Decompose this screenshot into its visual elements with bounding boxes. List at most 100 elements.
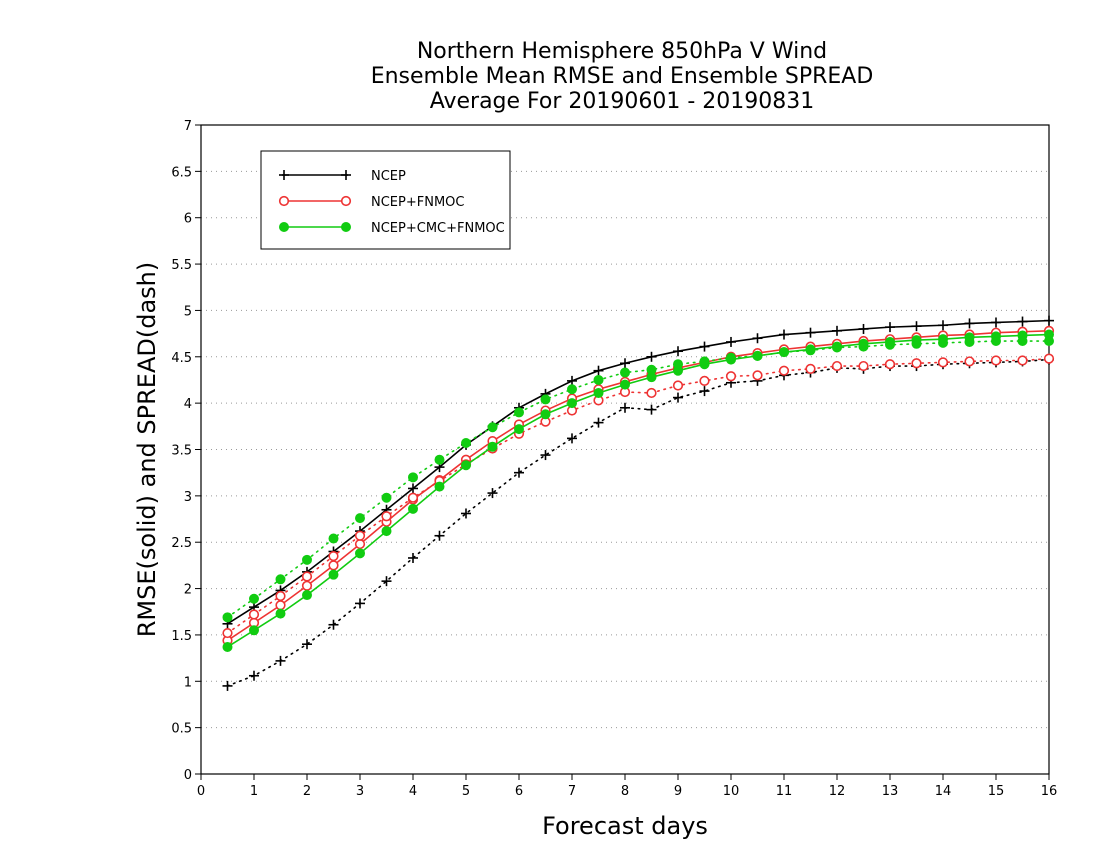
rmse-point-ncep-cmc-fnmoc [328, 569, 339, 580]
spread-point-ncep-fnmoc [646, 387, 657, 399]
spread-point-ncep-fnmoc [911, 358, 922, 369]
chart-title-line: Ensemble Mean RMSE and Ensemble SPREAD [371, 64, 874, 89]
rmse-point-ncep [779, 329, 789, 340]
x-tick-label: 7 [568, 784, 576, 799]
y-tick-label: 2 [184, 583, 192, 598]
spread-point-ncep [646, 404, 657, 415]
spread-point-ncep-cmc-fnmoc [275, 574, 286, 585]
spread-point-ncep-fnmoc [275, 590, 286, 602]
spread-point-ncep-cmc-fnmoc [408, 472, 418, 483]
spread-point-ncep-cmc-fnmoc [302, 554, 312, 565]
x-tick-label: 9 [674, 784, 682, 799]
spread-line-ncep-cmc-fnmoc [226, 340, 1050, 619]
rmse-point-ncep [885, 322, 895, 333]
legend-label: NCEP+FNMOC [371, 195, 464, 210]
spread-point-ncep-cmc-fnmoc [355, 513, 365, 524]
spread-point-ncep-cmc-fnmoc [461, 438, 471, 449]
legend-label: NCEP+CMC+FNMOC [371, 221, 505, 236]
rmse-point-ncep-cmc-fnmoc [381, 526, 392, 537]
spread-point-ncep-cmc-fnmoc [699, 356, 710, 367]
spread-point-ncep-fnmoc [407, 492, 419, 503]
y-tick-label: 0 [184, 768, 192, 783]
rmse-point-ncep [858, 323, 869, 334]
spread-line-ncep-fnmoc [226, 357, 1050, 634]
spread-point-ncep-fnmoc [248, 609, 260, 620]
spread-point-ncep [275, 655, 286, 666]
spread-point-ncep-cmc-fnmoc [991, 336, 1001, 347]
spread-point-ncep [593, 417, 604, 428]
grid-lines [201, 170, 1049, 729]
chart-title-line: Northern Hemisphere 850hPa V Wind [417, 39, 827, 64]
spread-point-ncep-cmc-fnmoc [911, 338, 922, 349]
x-axis-label: Forecast days [542, 812, 708, 840]
rmse-point-ncep [964, 318, 975, 329]
spread-point-ncep [620, 402, 630, 413]
spread-point-ncep-fnmoc [858, 360, 869, 372]
rmse-point-ncep [1017, 316, 1028, 327]
rmse-point-ncep [646, 351, 657, 362]
spread-point-ncep-fnmoc [381, 511, 392, 522]
spread-line-ncep [226, 358, 1050, 687]
rmse-point-ncep-fnmoc [354, 538, 366, 550]
rmse-point-ncep [805, 327, 816, 338]
y-tick-label: 3 [184, 490, 192, 505]
y-axis-label: RMSE(solid) and SPREAD(dash) [133, 262, 161, 638]
rmse-point-ncep [620, 358, 630, 369]
chart-title: Northern Hemisphere 850hPa V WindEnsembl… [371, 39, 874, 114]
rmse-point-ncep [911, 321, 922, 332]
x-tick-label: 16 [1041, 784, 1058, 799]
y-tick-label: 7 [184, 119, 192, 134]
rmse-point-ncep-cmc-fnmoc [222, 641, 233, 652]
legend-marker [341, 170, 351, 180]
rmse-point-ncep-fnmoc [328, 560, 339, 571]
rmse-point-ncep-cmc-fnmoc [487, 441, 498, 452]
spread-point-ncep-cmc-fnmoc [328, 533, 339, 544]
spread-point-ncep-cmc-fnmoc [832, 342, 842, 353]
spread-point-ncep-cmc-fnmoc [593, 374, 604, 385]
legend-box [260, 150, 511, 250]
spread-point-ncep-cmc-fnmoc [752, 350, 763, 361]
rmse-point-ncep [408, 483, 418, 494]
spread-point-ncep-fnmoc [964, 356, 975, 367]
spread-point-ncep-cmc-fnmoc [964, 336, 975, 347]
spread-point-ncep-fnmoc [672, 380, 684, 391]
spread-point-ncep-cmc-fnmoc [540, 394, 551, 405]
spread-point-ncep-cmc-fnmoc [673, 359, 683, 370]
x-tick-label: 10 [723, 784, 740, 799]
rmse-point-ncep-cmc-fnmoc [302, 590, 312, 601]
spread-point-ncep [408, 552, 418, 563]
rmse-point-ncep [991, 317, 1001, 328]
y-tick-label: 0.5 [171, 722, 192, 737]
spread-point-ncep-cmc-fnmoc [885, 339, 895, 350]
rmse-point-ncep [1044, 315, 1054, 326]
spread-point-ncep-cmc-fnmoc [567, 384, 577, 395]
spread-point-ncep [514, 467, 524, 478]
spread-point-ncep-fnmoc [805, 363, 816, 374]
y-tick-label: 6 [184, 212, 192, 227]
spread-point-ncep-fnmoc [884, 359, 896, 370]
spread-point-ncep [461, 508, 471, 519]
spread-point-ncep-fnmoc [222, 627, 233, 639]
spread-point-ncep-cmc-fnmoc [434, 454, 445, 465]
y-tick-label: 4 [184, 397, 192, 412]
x-tick-label: 13 [882, 784, 899, 799]
x-tick-label: 15 [988, 784, 1005, 799]
x-tick-label: 12 [829, 784, 846, 799]
rmse-point-ncep [593, 365, 604, 376]
rmse-point-ncep-cmc-fnmoc [540, 409, 551, 420]
axes: 0 1 2 3 4 5 6 7 8 9 10 11 12 13 14 15 1600.511.522.533.5… [171, 119, 1057, 799]
spread-point-ncep-cmc-fnmoc [514, 407, 524, 418]
spread-point-ncep [328, 619, 339, 630]
spread-point-ncep [302, 639, 312, 650]
chart-title-line: Average For 20190601 - 20190831 [430, 89, 815, 114]
spread-point-ncep-fnmoc [778, 365, 790, 376]
spread-point-ncep [434, 530, 445, 541]
y-tick-label: 5 [184, 304, 192, 319]
legend-marker [278, 195, 290, 207]
legend-label: NCEP [371, 169, 406, 184]
x-tick-label: 11 [776, 784, 793, 799]
spread-point-ncep-cmc-fnmoc [249, 593, 259, 604]
rmse-line-ncep-cmc-fnmoc [227, 333, 1050, 648]
spread-point-ncep-cmc-fnmoc [620, 367, 630, 378]
